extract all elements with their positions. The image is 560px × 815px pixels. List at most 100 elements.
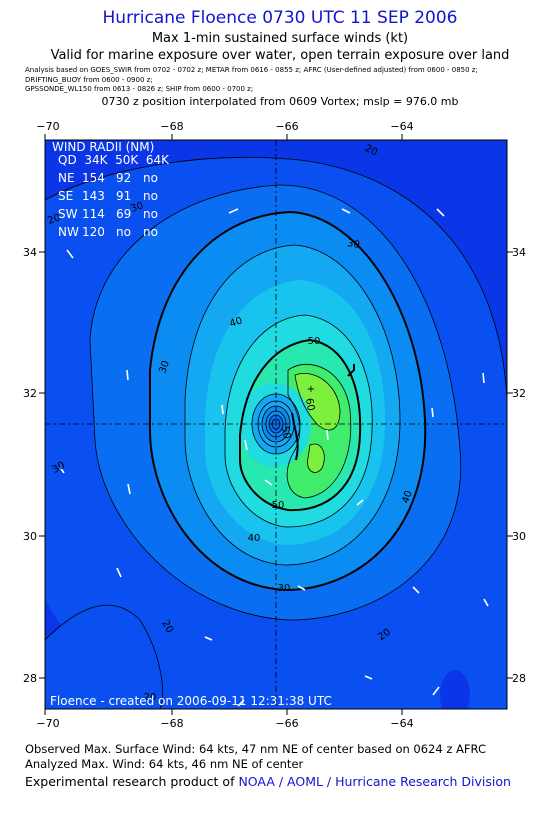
contour-label: 40 [248, 533, 261, 544]
wind-radii-row: NE 154 92 no [58, 171, 158, 185]
wind-barb [264, 479, 273, 486]
contour-45 [224, 314, 373, 528]
map-frame [44, 139, 508, 710]
wind-barb [432, 686, 440, 696]
wind-radii-34kt: 114 [82, 207, 105, 221]
map-subtitle-exposure: Valid for marine exposure over water, op… [50, 48, 510, 63]
contour-label: 50 [279, 425, 292, 439]
tick-marks [39, 134, 513, 715]
wind-barb [326, 429, 329, 441]
wind-barb [364, 675, 373, 680]
wind-radii-34kt: 154 [82, 171, 105, 185]
y-tick-label: 28 [23, 672, 37, 685]
contour-label: 40 [400, 489, 415, 505]
wind-barb [116, 567, 122, 578]
y-tick-label: 34 [23, 246, 37, 259]
hrd-link[interactable]: NOAA / AOML / Hurricane Research Divisio… [238, 774, 511, 789]
contour-label: 40 [228, 315, 244, 330]
contour-64kt-bold [291, 412, 299, 461]
x-tick-label: −68 [160, 717, 183, 730]
observed-max-wind: Observed Max. Surface Wind: 64 kts, 47 n… [25, 742, 486, 756]
map-credit: Floence - created on 2006-09-11 12:31:38… [50, 694, 332, 708]
y-axis-right-labels: 34 32 30 28 [512, 246, 526, 685]
contour-25 [89, 184, 462, 621]
wind-radii-50kt: 92 [116, 171, 131, 185]
y-tick-label: 32 [23, 387, 37, 400]
product-credit: Experimental research product of NOAA / … [25, 774, 511, 789]
wind-radii-64kt: no [143, 225, 158, 239]
wind-barb [412, 586, 420, 594]
max-wind-plus-icon: + [307, 384, 315, 395]
wind-barb [228, 208, 239, 214]
analysis-line: GPSSONDE_WL150 from 0613 - 0826 z; SHIP … [25, 85, 254, 93]
x-tick-label: −70 [36, 717, 59, 730]
wind-radii-row: SW 114 69 no [58, 207, 158, 221]
wind-radii-64kt: no [143, 189, 158, 203]
wind-radii-64kt: no [143, 207, 158, 221]
wind-radii-quadrant: SW [58, 207, 78, 221]
map-subtitle-wind-type: Max 1-min sustained surface winds (kt) [151, 31, 409, 46]
wind-barb [59, 466, 65, 474]
wind-radii-64kt: no [143, 171, 158, 185]
contour-35 [184, 244, 401, 566]
wind-radii-box: WIND RADII (NM) QD 34K 50K 64K NE 154 92… [52, 140, 170, 239]
contour-20-sw [45, 604, 164, 709]
center-crosshair [45, 140, 507, 709]
wind-radii-34kt: 120 [82, 225, 105, 239]
wind-radii-title: WIND RADII (NM) [52, 140, 154, 154]
max-wind-barb [347, 364, 355, 377]
wind-band-20kt-sw [45, 605, 163, 709]
wind-barb [341, 208, 351, 214]
wind-radii-row: NW 120 no no [58, 225, 158, 239]
contour-20-north [45, 156, 507, 401]
x-tick-label: −66 [275, 717, 298, 730]
y-tick-label: 28 [512, 672, 526, 685]
wind-barb [483, 598, 489, 607]
wind-field: + [45, 140, 507, 709]
analysis-line: DRIFTING_BUOY from 0600 - 0900 z; [25, 75, 153, 84]
bold-contours [149, 210, 427, 592]
x-tick-label: −68 [160, 120, 183, 133]
contour-60 [294, 373, 341, 431]
y-axis-left-labels: 34 32 30 28 [23, 246, 37, 685]
wind-band-low-pocket [440, 670, 470, 709]
map-title: Hurricane Floence 0730 UTC 11 SEP 2006 [102, 8, 458, 28]
wind-barb [482, 372, 485, 384]
wind-barb [221, 404, 224, 415]
contour-label: 30 [157, 359, 172, 375]
wind-radii-quadrant: NW [58, 225, 79, 239]
wind-band-60kt [295, 373, 340, 430]
wind-barb [127, 483, 131, 495]
x-tick-label: −70 [36, 120, 59, 133]
contour-label: 30 [278, 583, 291, 594]
contour-label: 20 [144, 692, 157, 703]
wind-barb [237, 699, 245, 707]
contour-50kt-bold [239, 338, 362, 512]
wind-band-60kt-secondary [307, 444, 325, 473]
y-tick-label: 32 [512, 387, 526, 400]
wind-radii-quadrant: SE [58, 189, 73, 203]
wind-barb [431, 407, 434, 418]
analysis-sources: Analysis based on GOES_SWIR from 0702 - … [25, 66, 555, 95]
wind-barb [66, 249, 74, 259]
contour-label: 30 [346, 238, 360, 251]
y-tick-label: 30 [23, 530, 37, 543]
product-credit-prefix: Experimental research product of [25, 774, 239, 789]
wind-barbs [59, 208, 489, 707]
contour-label: 60 [303, 397, 316, 411]
contour-label: 50 [308, 336, 321, 347]
wind-radii-header: QD 34K 50K 64K [58, 153, 170, 167]
wind-barb [356, 499, 364, 506]
wind-radii-50kt: 69 [116, 207, 131, 221]
contour-34kt-bold [149, 210, 427, 592]
wind-barb [436, 208, 445, 217]
max-wind-marker: + [307, 364, 355, 395]
x-axis-bottom-labels: −70 −68 −66 −64 [36, 717, 413, 730]
wind-radii-50kt: 91 [116, 189, 131, 203]
wind-radii-row: SE 143 91 no [58, 189, 158, 203]
x-tick-label: −64 [390, 120, 413, 133]
contour-label: 30 [129, 200, 145, 215]
contour-label: 20 [363, 143, 379, 158]
wind-barb [297, 585, 306, 591]
y-tick-label: 34 [512, 246, 526, 259]
